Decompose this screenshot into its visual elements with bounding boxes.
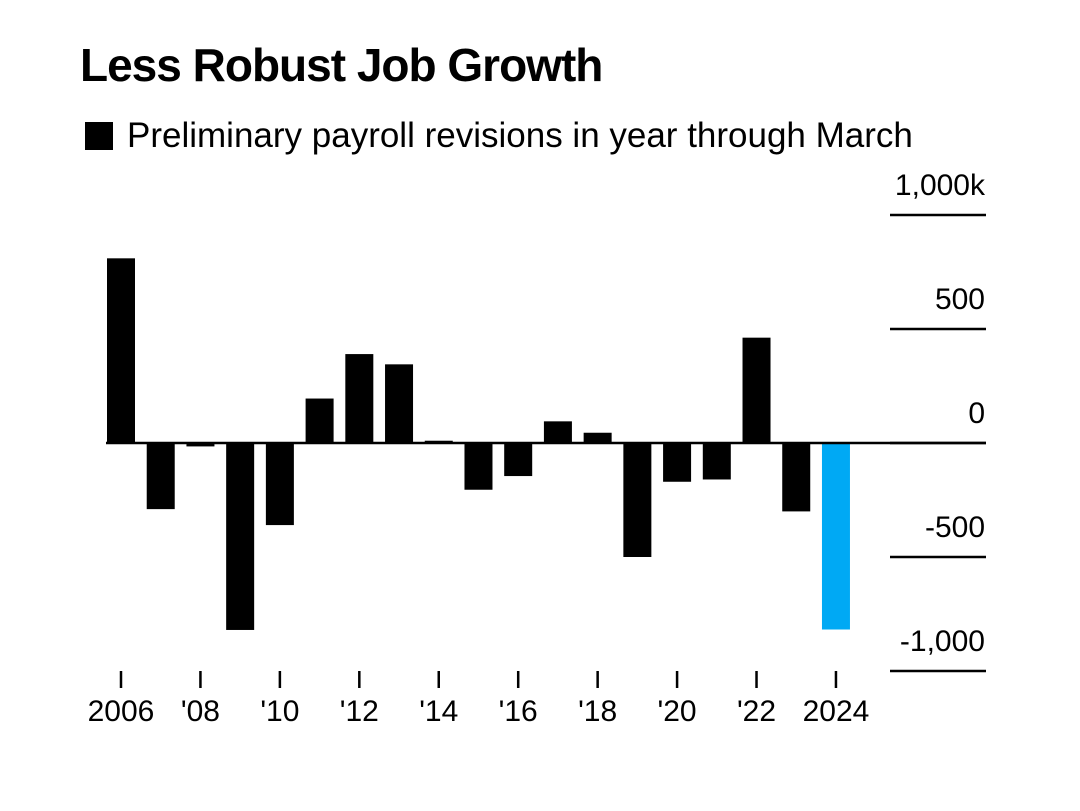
y-tick-label: -1,000 bbox=[900, 625, 985, 658]
bar-2015 bbox=[464, 443, 493, 490]
x-tick-label: '12 bbox=[340, 695, 379, 728]
bar-2012 bbox=[345, 354, 374, 443]
y-axis-labels: 1,000k 500 0 -500 -1,000 bbox=[895, 169, 986, 658]
x-tick-label: 2024 bbox=[803, 695, 870, 728]
bar-2016 bbox=[504, 443, 533, 477]
y-tick-label: -500 bbox=[925, 511, 985, 544]
bar-2022 bbox=[742, 337, 771, 443]
bar-2019 bbox=[623, 443, 652, 557]
x-tick-label: '18 bbox=[578, 695, 617, 728]
bars bbox=[107, 258, 850, 630]
bar-2009 bbox=[226, 443, 255, 630]
y-tick-label: 0 bbox=[968, 397, 985, 430]
legend: Preliminary payroll revisions in year th… bbox=[85, 116, 913, 156]
x-tick-label: '22 bbox=[737, 695, 776, 728]
y-tick-label: 1,000k bbox=[895, 169, 986, 202]
x-tick-label: '14 bbox=[419, 695, 458, 728]
bar-2017 bbox=[543, 421, 572, 443]
chart-title: Less Robust Job Growth bbox=[80, 39, 603, 91]
bar-2023 bbox=[782, 443, 811, 512]
x-tick-label: '08 bbox=[181, 695, 220, 728]
x-tick-label: '20 bbox=[658, 695, 697, 728]
bar-2024 bbox=[821, 443, 850, 630]
bar-2010 bbox=[265, 443, 294, 526]
bar-2006 bbox=[107, 258, 135, 443]
bar-2008 bbox=[186, 443, 215, 447]
bar-2020 bbox=[663, 443, 692, 482]
bar-2007 bbox=[146, 443, 175, 510]
x-axis: 2006 '08 '10 '12 '14 '16 '18 '20 '22 2024 bbox=[88, 671, 870, 728]
legend-label: Preliminary payroll revisions in year th… bbox=[127, 116, 913, 155]
legend-swatch bbox=[85, 122, 113, 150]
bar-2021 bbox=[702, 443, 731, 480]
x-tick-label: 2006 bbox=[88, 695, 155, 728]
bar-2018 bbox=[583, 432, 612, 443]
x-tick-label: '16 bbox=[499, 695, 538, 728]
x-tick-label: '10 bbox=[260, 695, 299, 728]
bar-2011 bbox=[305, 398, 334, 443]
y-tick-label: 500 bbox=[935, 283, 985, 316]
bar-2013 bbox=[385, 364, 414, 443]
